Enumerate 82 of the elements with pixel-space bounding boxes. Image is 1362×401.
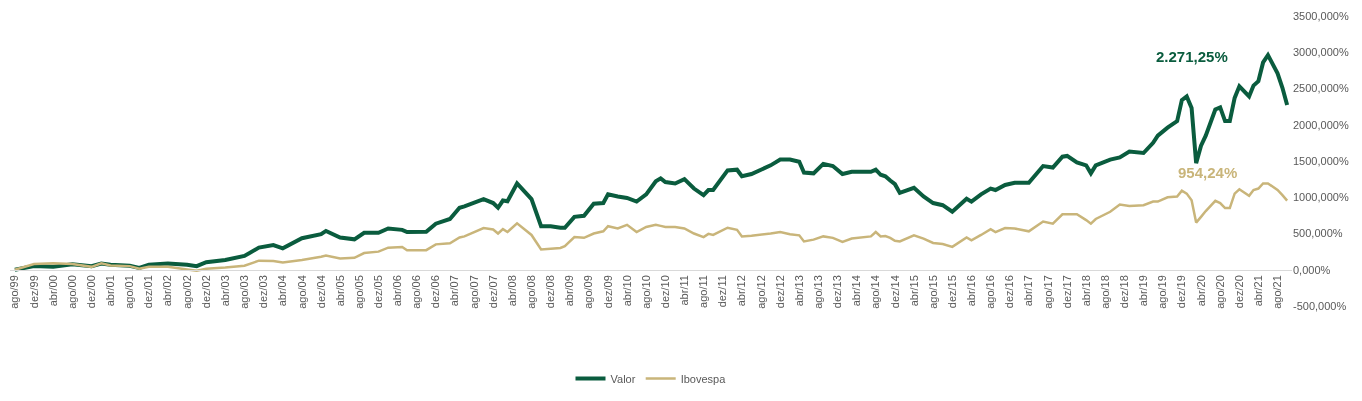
x-tick-label: abr/04 bbox=[276, 275, 289, 307]
x-tick-label: ago/13 bbox=[811, 275, 824, 309]
x-tick-label: dez/00 bbox=[85, 275, 98, 309]
y-tick-label: 3000,000% bbox=[1293, 46, 1349, 59]
y-tick-label: 3500,000% bbox=[1293, 9, 1349, 22]
x-tick-label: abr/01 bbox=[104, 275, 117, 307]
x-tick-label: abr/05 bbox=[333, 275, 346, 307]
x-tick-label: abr/21 bbox=[1251, 275, 1264, 307]
x-tick-label: ago/07 bbox=[467, 275, 480, 309]
y-tick-label: 0,000% bbox=[1293, 263, 1331, 276]
x-tick-label: dez/19 bbox=[1175, 275, 1188, 309]
x-tick-label: ago/00 bbox=[65, 275, 78, 309]
x-tick-label: ago/99 bbox=[8, 275, 21, 309]
y-tick-label: -500,000% bbox=[1293, 299, 1347, 312]
x-tick-label: abr/12 bbox=[735, 275, 748, 307]
x-tick-label: abr/10 bbox=[620, 275, 633, 307]
x-tick-label: dez/12 bbox=[773, 275, 786, 309]
x-tick-label: dez/16 bbox=[1003, 275, 1016, 309]
x-tick-label: abr/14 bbox=[850, 275, 863, 307]
x-tick-label: ago/11 bbox=[697, 275, 710, 308]
x-tick-label: dez/15 bbox=[945, 275, 958, 309]
x-tick-label: dez/06 bbox=[429, 275, 442, 309]
x-tick-label: dez/02 bbox=[199, 275, 212, 309]
x-tick-label: dez/11 bbox=[716, 275, 729, 308]
legend-label: Ibovespa bbox=[680, 372, 727, 385]
x-tick-label: ago/14 bbox=[869, 275, 882, 309]
x-tick-label: ago/03 bbox=[238, 275, 250, 309]
x-tick-label: dez/07 bbox=[486, 275, 499, 309]
x-tick-label: dez/01 bbox=[142, 275, 155, 309]
x-tick-label: dez/17 bbox=[1060, 275, 1073, 309]
x-tick-label: ago/09 bbox=[582, 275, 595, 309]
x-tick-label: dez/04 bbox=[314, 275, 327, 309]
x-tick-label: abr/06 bbox=[391, 275, 404, 307]
annotation: 2.271,25% bbox=[1156, 48, 1228, 65]
x-tick-label: abr/00 bbox=[46, 275, 59, 307]
x-tick-label: dez/99 bbox=[27, 275, 40, 309]
x-tick-label: dez/10 bbox=[658, 275, 671, 309]
x-tick-label: ago/19 bbox=[1156, 275, 1169, 309]
x-tick-label: abr/11 bbox=[677, 275, 690, 306]
x-tick-label: ago/10 bbox=[639, 275, 652, 309]
x-tick-label: dez/08 bbox=[544, 275, 557, 309]
x-tick-label: abr/03 bbox=[218, 275, 231, 307]
x-tick-label: ago/21 bbox=[1271, 275, 1284, 309]
line-series bbox=[13, 182, 1289, 273]
x-tick-label: dez/18 bbox=[1118, 275, 1131, 309]
y-tick-label: 1500,000% bbox=[1293, 154, 1349, 167]
x-tick-label: ago/18 bbox=[1098, 275, 1111, 309]
x-tick-label: ago/12 bbox=[754, 275, 767, 309]
x-tick-label: abr/08 bbox=[505, 275, 518, 307]
x-tick-label: abr/16 bbox=[965, 275, 978, 307]
x-tick-label: abr/18 bbox=[1079, 275, 1092, 307]
x-tick-label: ago/01 bbox=[123, 275, 136, 309]
x-tick-label: ago/06 bbox=[410, 275, 423, 309]
x-tick-label: dez/03 bbox=[257, 275, 270, 309]
x-tick-label: ago/17 bbox=[1041, 275, 1054, 309]
y-tick-label: 2500,000% bbox=[1293, 82, 1349, 95]
annotation: 954,24% bbox=[1178, 164, 1238, 181]
x-tick-label: abr/07 bbox=[448, 275, 461, 307]
x-tick-label: dez/13 bbox=[831, 275, 844, 309]
x-tick-label: ago/15 bbox=[926, 275, 939, 309]
line-series bbox=[12, 53, 1290, 272]
x-tick-label: abr/02 bbox=[161, 275, 174, 307]
x-tick-label: dez/14 bbox=[888, 275, 901, 309]
y-tick-label: 1000,000% bbox=[1293, 191, 1349, 204]
y-tick-label: 2000,000% bbox=[1293, 118, 1349, 131]
x-tick-label: dez/20 bbox=[1232, 275, 1245, 309]
x-tick-label: ago/02 bbox=[180, 275, 193, 309]
x-tick-label: ago/20 bbox=[1213, 275, 1226, 309]
y-tick-label: 500,000% bbox=[1293, 227, 1343, 240]
x-tick-label: abr/17 bbox=[1022, 275, 1035, 307]
x-tick-label: abr/19 bbox=[1137, 275, 1150, 307]
x-tick-label: abr/09 bbox=[563, 275, 576, 307]
x-tick-label: ago/04 bbox=[295, 275, 308, 309]
x-tick-label: abr/15 bbox=[907, 275, 920, 307]
x-tick-label: dez/05 bbox=[372, 275, 385, 309]
x-tick-label: abr/20 bbox=[1194, 275, 1207, 307]
x-tick-label: dez/09 bbox=[601, 275, 614, 309]
legend-label: Valor bbox=[610, 372, 636, 385]
x-tick-label: ago/16 bbox=[984, 275, 997, 309]
x-tick-label: abr/13 bbox=[792, 275, 805, 307]
x-tick-label: ago/05 bbox=[352, 275, 365, 309]
x-tick-label: ago/08 bbox=[525, 275, 538, 309]
